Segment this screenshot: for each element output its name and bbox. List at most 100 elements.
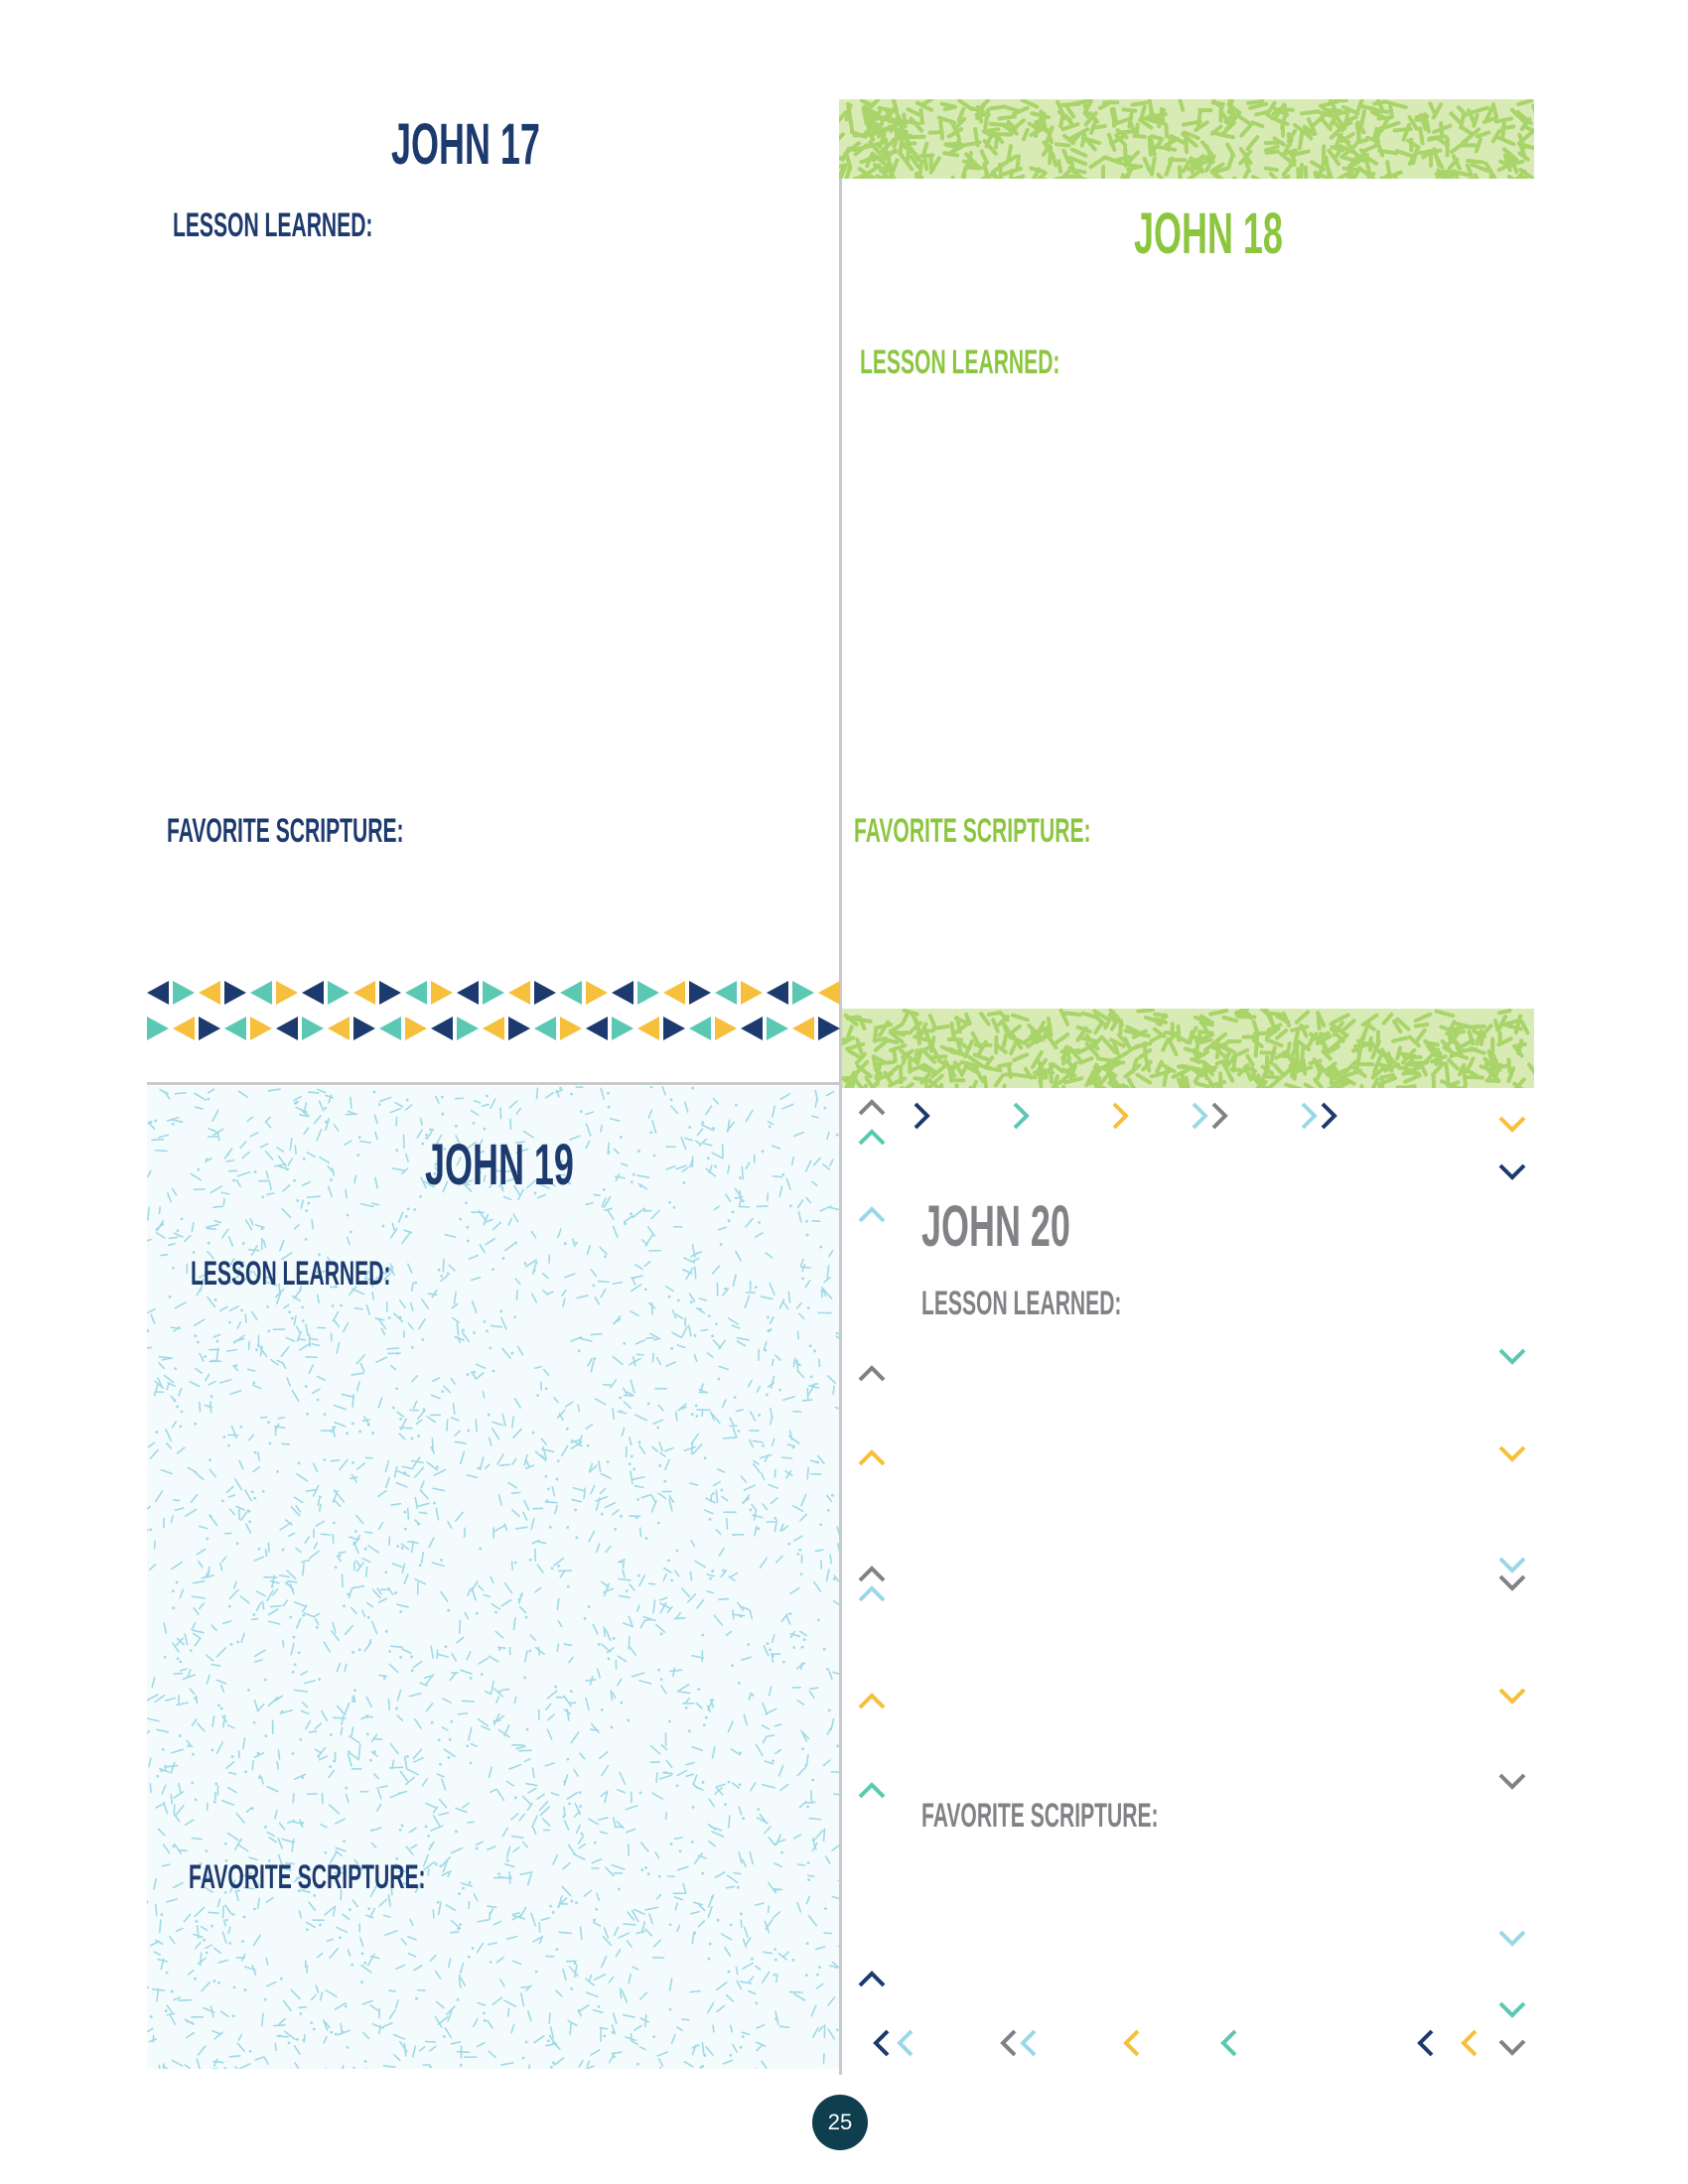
triangle-shape [663,1017,685,1040]
chevron-icon [858,1449,886,1466]
triangle-shape [612,981,633,1005]
triangle-shape [689,1017,711,1040]
triangle-shape [767,1017,788,1040]
chevron-icon [1498,1445,1526,1462]
triangle-shape [508,1017,530,1040]
john19-lesson-label: LESSON LEARNED: [191,1255,391,1293]
chevron-icon [873,2029,890,2057]
john18-title: JOHN 18 [1134,202,1283,266]
triangle-shape [586,1017,608,1040]
john18-lesson-label: LESSON LEARNED: [860,343,1060,381]
triangle-shape [328,1017,350,1040]
triangle-shape [276,981,298,1005]
john19-scripture-label: FAVORITE SCRIPTURE: [189,1858,426,1896]
chevron-icon [858,1971,886,1987]
chevron-icon [858,1566,886,1582]
chevron-icon [1498,1348,1526,1365]
triangle-shape [637,981,659,1005]
triangle-shape [147,1017,169,1040]
horizontal-divider [147,1082,842,1085]
green-pattern-band-top [839,99,1534,179]
john18-scripture-label: FAVORITE SCRIPTURE: [854,812,1091,850]
triangle-shape [508,981,530,1005]
chevron-icon [1498,1773,1526,1790]
vertical-divider [839,179,842,2075]
chevron-icon [858,1585,886,1602]
chevron-icon [1498,2001,1526,2018]
chevron-icon [858,1365,886,1382]
chevron-icon [1013,1102,1030,1130]
chevron-icon [1112,1102,1129,1130]
triangle-shape [534,1017,556,1040]
green-pattern-band-bottom [842,1009,1534,1088]
triangle-shape [224,981,246,1005]
triangle-shape [560,1017,582,1040]
triangle-shape [147,981,169,1005]
triangle-shape [353,1017,375,1040]
chevron-icon [1498,1688,1526,1705]
john17-scripture-label: FAVORITE SCRIPTURE: [167,812,404,850]
chevron-icon [1301,1102,1318,1130]
triangle-shape [792,981,814,1005]
triangle-shape [818,981,840,1005]
triangle-shape [715,1017,737,1040]
chevron-icon [1020,2029,1037,2057]
john20-scripture-label: FAVORITE SCRIPTURE: [921,1797,1159,1835]
chevron-icon [914,1102,930,1130]
triangle-shape [173,1017,195,1040]
triangle-shape [302,981,324,1005]
triangle-shape [199,1017,220,1040]
chevron-border [842,1086,1537,2075]
chevron-icon [1498,2039,1526,2056]
john17-lesson-label: LESSON LEARNED: [173,206,373,244]
triangle-shape [431,981,453,1005]
john20-title: JOHN 20 [921,1194,1070,1259]
triangle-shape [483,1017,504,1040]
chevron-icon [1498,1163,1526,1180]
confetti-pattern-panel [147,1086,839,2069]
triangle-shape [792,1017,814,1040]
chevron-icon [1498,1930,1526,1947]
triangle-shape [276,1017,298,1040]
triangle-shape [173,981,195,1005]
triangle-shape [586,981,608,1005]
triangle-shape [534,981,556,1005]
triangle-shape [379,981,401,1005]
triangle-shape [250,981,272,1005]
triangle-shape [405,981,427,1005]
triangle-shape [637,1017,659,1040]
triangle-shape [431,1017,453,1040]
triangle-shape [689,981,711,1005]
triangle-shape [560,981,582,1005]
triangle-shape [457,981,479,1005]
triangle-shape [328,981,350,1005]
john20-lesson-label: LESSON LEARNED: [921,1285,1122,1322]
triangle-shape [405,1017,427,1040]
triangle-shape [741,1017,763,1040]
chevron-icon [858,1129,886,1146]
triangle-shape [457,1017,479,1040]
chevron-icon [858,1782,886,1799]
john17-title: JOHN 17 [391,112,540,177]
triangle-shape [224,1017,246,1040]
chevron-icon [858,1693,886,1709]
chevron-icon [1498,1574,1526,1591]
chevron-icon [858,1206,886,1223]
chevron-icon [1461,2029,1477,2057]
chevron-icon [1417,2029,1434,2057]
chevron-icon [1498,1116,1526,1133]
chevron-icon [858,1099,886,1116]
triangle-shape [818,1017,840,1040]
chevron-icon [1220,2029,1237,2057]
chevron-icon [1192,1102,1208,1130]
triangle-shape [767,981,788,1005]
chevron-icon [897,2029,914,2057]
chevron-icon [1123,2029,1140,2057]
chevron-icon [1321,1102,1337,1130]
triangle-shape [663,981,685,1005]
chevron-icon [1000,2029,1017,2057]
triangle-shape [612,1017,633,1040]
triangle-shape [741,981,763,1005]
john19-title: JOHN 19 [425,1133,574,1197]
triangle-shape [199,981,220,1005]
